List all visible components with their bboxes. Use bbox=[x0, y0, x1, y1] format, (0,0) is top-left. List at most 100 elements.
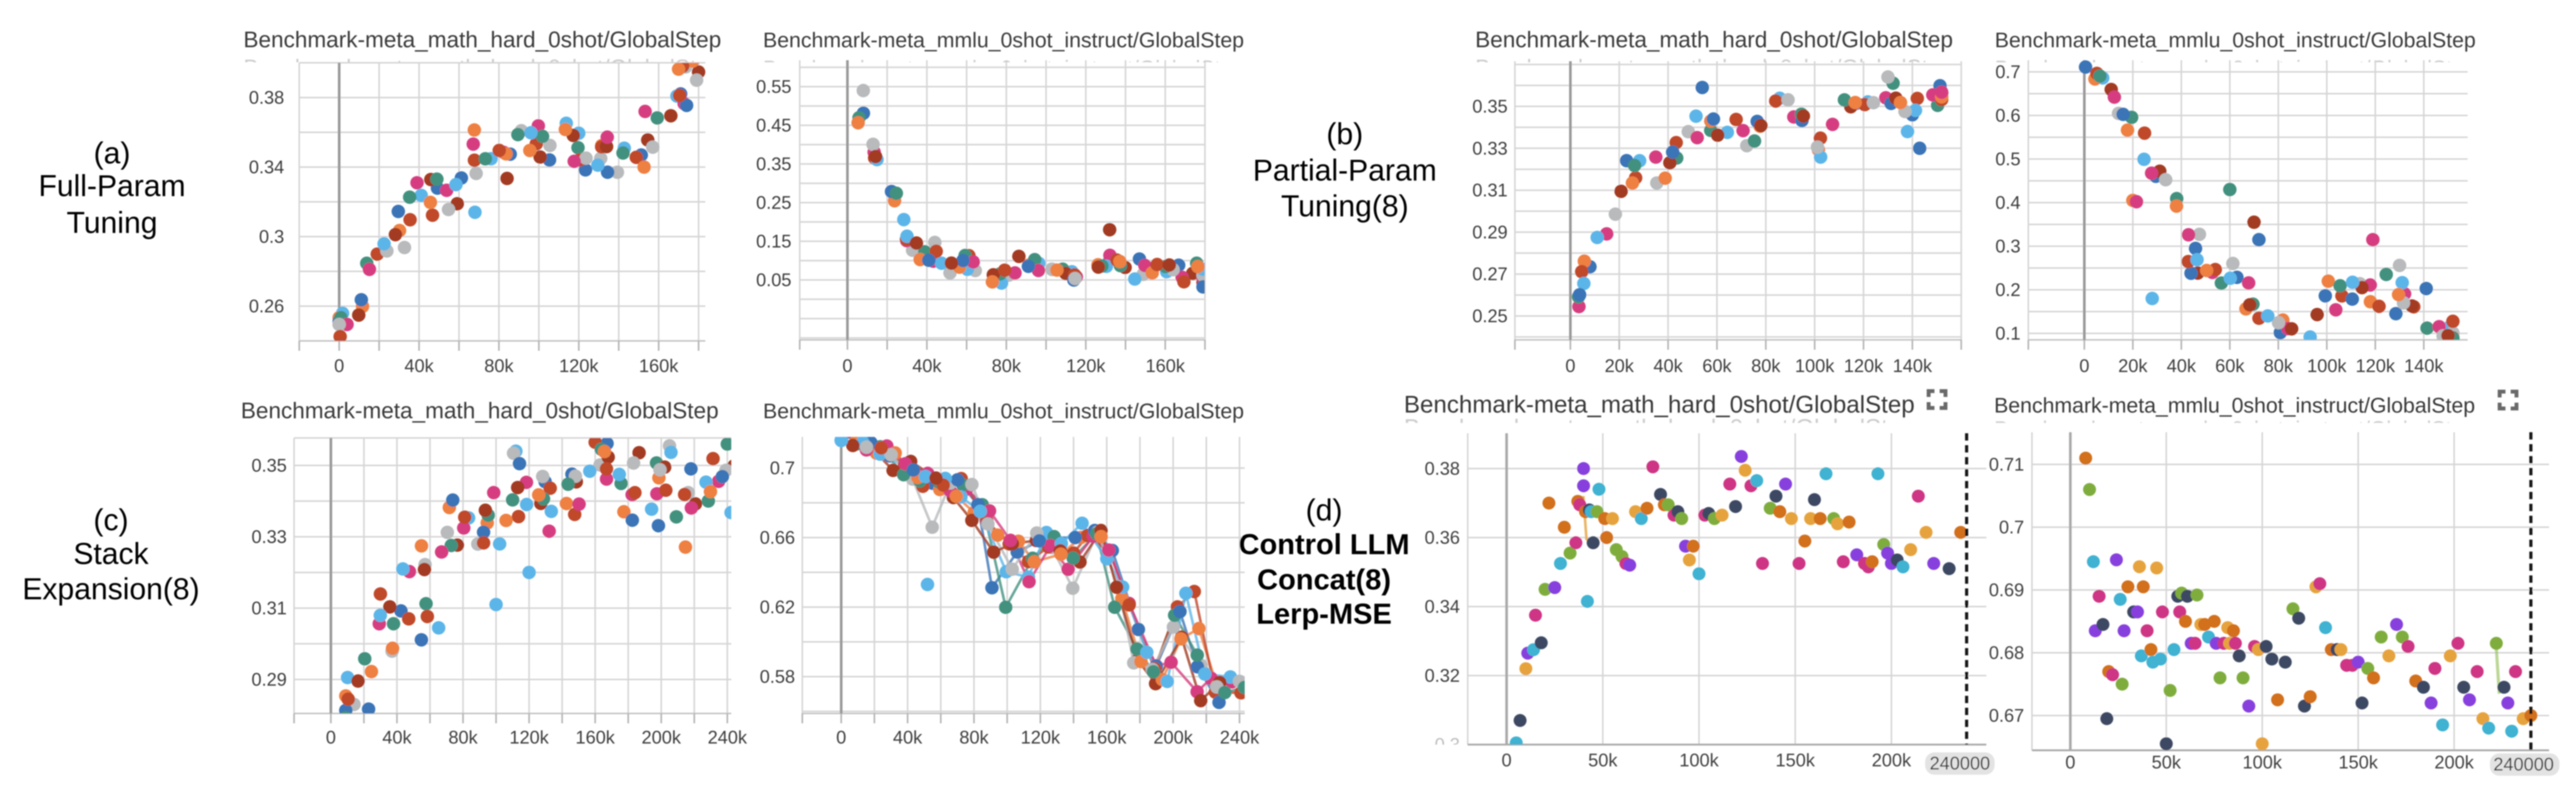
svg-text:(d): (d) bbox=[1306, 493, 1343, 527]
svg-text:(b): (b) bbox=[1327, 117, 1363, 151]
svg-text:100k: 100k bbox=[2243, 752, 2282, 773]
svg-text:0.33: 0.33 bbox=[252, 527, 287, 547]
svg-text:0.29: 0.29 bbox=[252, 670, 287, 690]
svg-text:Stack: Stack bbox=[73, 537, 149, 571]
svg-text:50k: 50k bbox=[1588, 750, 1618, 771]
svg-text:120k: 120k bbox=[1844, 356, 1883, 376]
svg-text:Expansion(8): Expansion(8) bbox=[22, 572, 200, 606]
svg-text:20k: 20k bbox=[2118, 356, 2148, 376]
svg-text:40k: 40k bbox=[405, 356, 434, 376]
svg-text:0.15: 0.15 bbox=[756, 231, 791, 252]
svg-text:Benchmark-meta_mmlu_0shot_inst: Benchmark-meta_mmlu_0shot_instruct/Globa… bbox=[1994, 417, 2475, 441]
svg-text:160k: 160k bbox=[639, 356, 678, 376]
svg-text:120k: 120k bbox=[559, 356, 598, 376]
svg-text:80k: 80k bbox=[992, 356, 1021, 376]
svg-text:Benchmark-meta_math_hard_0shot: Benchmark-meta_math_hard_0shot/GlobalSte… bbox=[243, 56, 721, 80]
svg-text:140k: 140k bbox=[1892, 356, 1932, 376]
svg-text:Benchmark-meta_math_hard_0shot: Benchmark-meta_math_hard_0shot/GlobalSte… bbox=[1404, 391, 1915, 418]
svg-text:100k: 100k bbox=[1679, 750, 1719, 771]
svg-text:100k: 100k bbox=[1795, 356, 1834, 376]
svg-text:0.32: 0.32 bbox=[1425, 666, 1460, 686]
svg-text:0.7: 0.7 bbox=[1995, 62, 2021, 83]
svg-text:Full-Param: Full-Param bbox=[38, 169, 186, 203]
svg-text:40k: 40k bbox=[912, 356, 942, 376]
svg-text:0.3: 0.3 bbox=[1435, 735, 1460, 755]
svg-text:Benchmark-meta_mmlu_0shot_inst: Benchmark-meta_mmlu_0shot_instruct/Globa… bbox=[763, 56, 1244, 80]
svg-text:20k: 20k bbox=[1605, 356, 1634, 376]
svg-text:Concat(8): Concat(8) bbox=[1257, 563, 1391, 596]
svg-text:200k: 200k bbox=[642, 727, 681, 748]
svg-text:120k: 120k bbox=[1066, 356, 1106, 376]
svg-text:Tuning(8): Tuning(8) bbox=[1281, 189, 1409, 223]
svg-text:0.66: 0.66 bbox=[760, 528, 795, 548]
svg-text:0: 0 bbox=[842, 356, 852, 376]
svg-text:140k: 140k bbox=[2404, 356, 2444, 376]
svg-text:0.33: 0.33 bbox=[1472, 139, 1508, 159]
svg-text:240k: 240k bbox=[1220, 727, 1259, 748]
svg-text:100k: 100k bbox=[2307, 356, 2347, 376]
svg-text:240000: 240000 bbox=[1930, 753, 1990, 774]
svg-text:50k: 50k bbox=[2152, 752, 2181, 773]
svg-text:0.31: 0.31 bbox=[252, 598, 287, 619]
svg-text:0.58: 0.58 bbox=[760, 667, 795, 687]
svg-text:150k: 150k bbox=[2338, 752, 2378, 773]
svg-text:80k: 80k bbox=[959, 727, 989, 748]
svg-text:Benchmark-meta_math_hard_0shot: Benchmark-meta_math_hard_0shot/GlobalSte… bbox=[241, 398, 718, 423]
svg-text:(c): (c) bbox=[93, 503, 129, 537]
svg-text:0: 0 bbox=[326, 727, 336, 748]
svg-text:0.25: 0.25 bbox=[1472, 306, 1508, 326]
svg-text:Benchmark-meta_math_hard_0shot: Benchmark-meta_math_hard_0shot/GlobalSte… bbox=[1475, 56, 1953, 80]
svg-text:Lerp-MSE: Lerp-MSE bbox=[1256, 597, 1391, 630]
svg-text:0.45: 0.45 bbox=[756, 116, 791, 136]
svg-text:Benchmark-meta_mmlu_0shot_inst: Benchmark-meta_mmlu_0shot_instruct/Globa… bbox=[1994, 393, 2475, 417]
svg-text:0.4: 0.4 bbox=[1995, 193, 2021, 213]
svg-text:80k: 80k bbox=[449, 727, 478, 748]
svg-text:120k: 120k bbox=[509, 727, 549, 748]
svg-text:80k: 80k bbox=[484, 356, 514, 376]
svg-text:0.34: 0.34 bbox=[1425, 597, 1460, 617]
svg-text:Benchmark-meta_mmlu_0shot_inst: Benchmark-meta_mmlu_0shot_instruct/Globa… bbox=[763, 426, 1244, 450]
svg-text:Benchmark-meta_math_hard_0shot: Benchmark-meta_math_hard_0shot/GlobalSte… bbox=[241, 425, 718, 450]
svg-text:240k: 240k bbox=[707, 727, 747, 748]
svg-text:200k: 200k bbox=[2434, 752, 2474, 773]
svg-text:0.62: 0.62 bbox=[760, 597, 795, 617]
svg-text:0.38: 0.38 bbox=[249, 88, 284, 108]
svg-text:0: 0 bbox=[2065, 752, 2075, 773]
svg-text:0.29: 0.29 bbox=[1472, 222, 1508, 242]
svg-text:Benchmark-meta_mmlu_0shot_inst: Benchmark-meta_mmlu_0shot_instruct/Globa… bbox=[763, 399, 1244, 423]
svg-text:0.7: 0.7 bbox=[1999, 517, 2024, 538]
svg-text:0.3: 0.3 bbox=[259, 227, 284, 247]
svg-text:60k: 60k bbox=[2215, 356, 2245, 376]
svg-text:Control LLM: Control LLM bbox=[1238, 528, 1410, 560]
svg-text:160k: 160k bbox=[1146, 356, 1185, 376]
svg-text:0.6: 0.6 bbox=[1995, 106, 2021, 126]
svg-text:120k: 120k bbox=[2356, 356, 2395, 376]
svg-text:0.35: 0.35 bbox=[252, 456, 287, 476]
svg-text:40k: 40k bbox=[2167, 356, 2196, 376]
svg-text:0.7: 0.7 bbox=[770, 458, 795, 478]
svg-text:0.35: 0.35 bbox=[1472, 97, 1508, 117]
svg-text:0.3: 0.3 bbox=[1995, 237, 2021, 257]
svg-text:Benchmark-meta_math_hard_0shot: Benchmark-meta_math_hard_0shot/GlobalSte… bbox=[1404, 414, 1915, 441]
svg-text:0: 0 bbox=[1565, 356, 1575, 376]
svg-text:40k: 40k bbox=[382, 727, 412, 748]
svg-text:120k: 120k bbox=[1021, 727, 1060, 748]
svg-text:0.36: 0.36 bbox=[1425, 528, 1460, 548]
svg-text:0.2: 0.2 bbox=[1995, 280, 2021, 300]
svg-text:0.1: 0.1 bbox=[1995, 324, 2021, 344]
svg-text:160k: 160k bbox=[1087, 727, 1126, 748]
svg-text:0.27: 0.27 bbox=[1472, 264, 1508, 284]
svg-text:(a): (a) bbox=[94, 136, 131, 170]
svg-text:0.38: 0.38 bbox=[1425, 459, 1460, 479]
svg-text:200k: 200k bbox=[1153, 727, 1193, 748]
svg-text:60k: 60k bbox=[1702, 356, 1732, 376]
svg-text:0.68: 0.68 bbox=[1989, 643, 2024, 663]
svg-text:150k: 150k bbox=[1776, 750, 1815, 771]
svg-text:Partial-Param: Partial-Param bbox=[1253, 154, 1437, 187]
svg-text:0.69: 0.69 bbox=[1989, 580, 2024, 600]
svg-text:Benchmark-meta_mmlu_0shot_inst: Benchmark-meta_mmlu_0shot_instruct/Globa… bbox=[763, 28, 1244, 52]
svg-text:80k: 80k bbox=[1751, 356, 1781, 376]
svg-text:40k: 40k bbox=[893, 727, 923, 748]
svg-text:80k: 80k bbox=[2264, 356, 2293, 376]
svg-text:240000: 240000 bbox=[2494, 754, 2554, 775]
